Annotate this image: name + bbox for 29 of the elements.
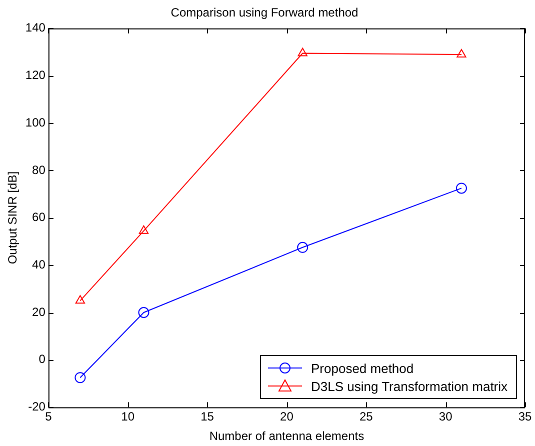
point: [74, 372, 86, 384]
point: [138, 225, 149, 234]
x-tick-label: 5: [45, 410, 52, 424]
y-tick-label: 120: [25, 68, 46, 82]
point: [456, 182, 467, 194]
y-tick-label: 20: [32, 304, 46, 319]
point: [298, 48, 308, 56]
y-tick-label: 80: [32, 162, 46, 177]
legend-label: Proposed method: [311, 360, 414, 376]
legend-label: D3LS using Transformation matrix: [311, 378, 508, 394]
x-tick-label: 35: [518, 410, 532, 424]
x-tick-label: 15: [200, 410, 214, 424]
point: [297, 242, 308, 253]
y-tick-label: 60: [32, 210, 46, 224]
x-tick-label: 25: [359, 410, 374, 424]
point: [456, 48, 466, 58]
point: [75, 295, 86, 304]
x-tick-label: 10: [121, 410, 135, 424]
y-tick-label: 140: [25, 20, 46, 35]
x-tick-label: 20: [280, 410, 294, 424]
y-axis-title: Output SINR [dB]: [6, 171, 20, 264]
y-tick-label: 40: [32, 257, 46, 272]
y-tick-label: 0: [38, 352, 46, 366]
x-axis-title: Number of antenna elements: [209, 429, 364, 444]
y-tick-label: -20: [28, 400, 46, 414]
y-tick-label: 100: [25, 115, 46, 130]
x-tick-label: 30: [438, 410, 453, 424]
point: [138, 307, 150, 318]
chart-title: Comparison using Forward method: [170, 6, 358, 20]
